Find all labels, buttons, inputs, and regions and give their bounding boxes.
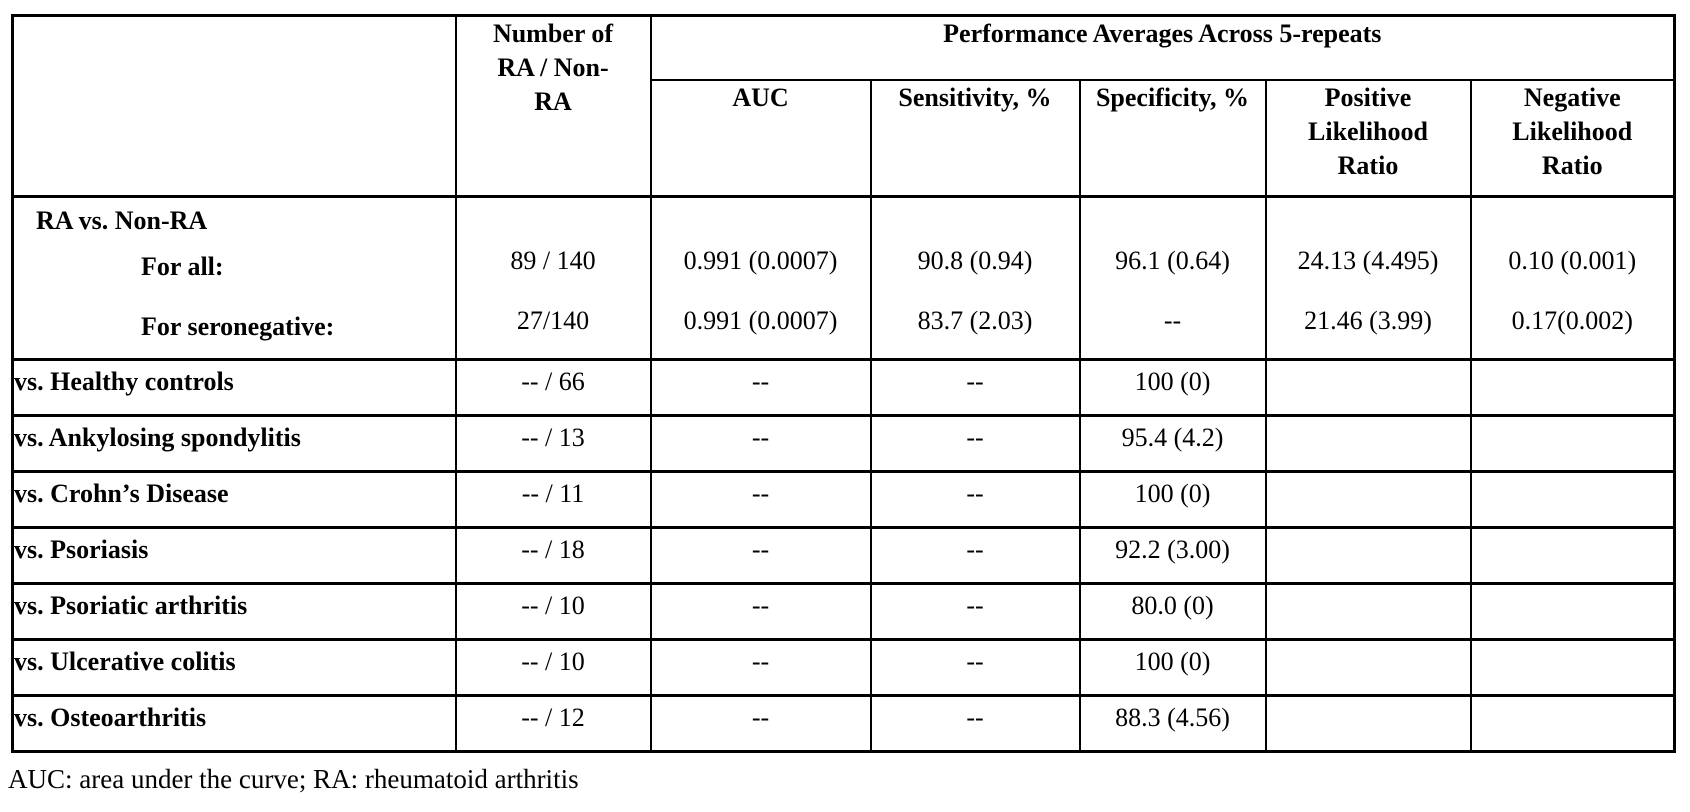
specificity-cell: 88.3 (4.56) <box>1078 694 1267 753</box>
sensitivity-cell: -- <box>869 358 1081 417</box>
section-nlr-cell: 0.10 (0.001) 0.17(0.002) <box>1469 195 1676 361</box>
sensitivity-cell: -- <box>869 414 1081 473</box>
specificity-cell: 100 (0) <box>1078 638 1267 697</box>
plr-cell <box>1264 526 1472 585</box>
row-label: vs. Psoriasis <box>11 526 457 585</box>
table-row: vs. Healthy controls -- / 66 -- -- 100 (… <box>11 358 1676 417</box>
number-cell: -- / 12 <box>454 694 652 753</box>
auc-cell: -- <box>649 694 872 753</box>
section-subrow-label-for-all: For all: <box>141 252 224 281</box>
column-header-specificity: Specificity, % <box>1078 78 1267 198</box>
row-label: vs. Crohn’s Disease <box>11 470 457 529</box>
specificity-cell: 100 (0) <box>1078 470 1267 529</box>
row-label: vs. Osteoarthritis <box>11 694 457 753</box>
nlr-cell <box>1469 526 1676 585</box>
number-header-line-2: RA / Non- <box>497 53 609 82</box>
number-cell: -- / 11 <box>454 470 652 529</box>
sensitivity-cell: -- <box>869 694 1081 753</box>
sensitivity-cell: -- <box>869 582 1081 641</box>
header-row-group: Number of RA / Non- RA Performance Avera… <box>11 14 1676 198</box>
table-row: vs. Psoriatic arthritis -- / 10 -- -- 80… <box>11 582 1676 641</box>
number-cell: -- / 66 <box>454 358 652 417</box>
sensitivity-cell: -- <box>869 526 1081 585</box>
section-title: RA vs. Non-RA <box>36 206 208 235</box>
nlr-cell <box>1469 358 1676 417</box>
column-header-nlr: Negative Likelihood Ratio <box>1469 78 1676 198</box>
number-cell: -- / 13 <box>454 414 652 473</box>
column-header-sensitivity: Sensitivity, % <box>869 78 1081 198</box>
section-plr-cell: 24.13 (4.495) 21.46 (3.99) <box>1264 195 1472 361</box>
plr-cell <box>1264 638 1472 697</box>
row-label: vs. Psoriatic arthritis <box>11 582 457 641</box>
plr-cell <box>1264 470 1472 529</box>
specificity-cell: 80.0 (0) <box>1078 582 1267 641</box>
sensitivity-cell: -- <box>869 470 1081 529</box>
specificity-cell: 100 (0) <box>1078 358 1267 417</box>
auc-cell: -- <box>649 638 872 697</box>
section-sensitivity-cell: 90.8 (0.94) 83.7 (2.03) <box>869 195 1081 361</box>
number-header-line-1: Number of <box>492 19 614 48</box>
nlr-cell <box>1469 694 1676 753</box>
section-specificity-cell: 96.1 (0.64) -- <box>1078 195 1267 361</box>
nlr-cell <box>1469 470 1676 529</box>
auc-cell: -- <box>649 526 872 585</box>
number-header-line-3: RA <box>534 87 572 116</box>
header-row-metrics: AUC Sensitivity, % Specificity, % Positi… <box>13 78 1676 198</box>
row-label: vs. Healthy controls <box>11 358 457 417</box>
row-label: vs. Ulcerative colitis <box>11 638 457 697</box>
nlr-cell <box>1469 414 1676 473</box>
auc-cell: -- <box>649 470 872 529</box>
plr-cell <box>1264 694 1472 753</box>
auc-cell: -- <box>649 414 872 473</box>
number-cell: -- / 10 <box>454 638 652 697</box>
table-footnote: AUC: area under the curve; RA: rheumatoi… <box>8 764 579 794</box>
sensitivity-cell: -- <box>869 638 1081 697</box>
auc-cell: -- <box>649 582 872 641</box>
plr-cell <box>1264 414 1472 473</box>
row-label: vs. Ankylosing spondylitis <box>11 414 457 473</box>
number-cell: -- / 18 <box>454 526 652 585</box>
table-row: vs. Osteoarthritis -- / 12 -- -- 88.3 (4… <box>11 694 1676 753</box>
specificity-cell: 92.2 (3.00) <box>1078 526 1267 585</box>
auc-cell: -- <box>649 358 872 417</box>
number-column-header: Number of RA / Non- RA <box>454 14 652 198</box>
group-header: Performance Averages Across 5-repeats <box>649 14 1676 81</box>
plr-cell <box>1264 358 1472 417</box>
number-cell: -- / 10 <box>454 582 652 641</box>
section-label-cell: RA vs. Non-RA For all: For seronegative: <box>11 195 457 361</box>
performance-table: Number of RA / Non- RA Performance Avera… <box>11 14 1677 753</box>
specificity-cell: 95.4 (4.2) <box>1078 414 1267 473</box>
corner-cell <box>11 14 457 198</box>
table-row: vs. Ulcerative colitis -- / 10 -- -- 100… <box>11 638 1676 697</box>
nlr-cell <box>1469 582 1676 641</box>
section-row-ra-vs-nonra: RA vs. Non-RA For all: For seronegative:… <box>11 195 1676 361</box>
plr-cell <box>1264 582 1472 641</box>
section-subrow-label-seronegative: For seronegative: <box>141 312 335 341</box>
column-header-plr: Positive Likelihood Ratio <box>1264 78 1472 198</box>
section-auc-cell: 0.991 (0.0007) 0.991 (0.0007) <box>649 195 872 361</box>
table-row: vs. Psoriasis -- / 18 -- -- 92.2 (3.00) <box>11 526 1676 585</box>
table-row: vs. Crohn’s Disease -- / 11 -- -- 100 (0… <box>11 470 1676 529</box>
column-header-auc: AUC <box>649 78 872 198</box>
table-row: vs. Ankylosing spondylitis -- / 13 -- --… <box>11 414 1676 473</box>
section-number-cell: 89 / 140 27/140 <box>454 195 652 361</box>
nlr-cell <box>1469 638 1676 697</box>
